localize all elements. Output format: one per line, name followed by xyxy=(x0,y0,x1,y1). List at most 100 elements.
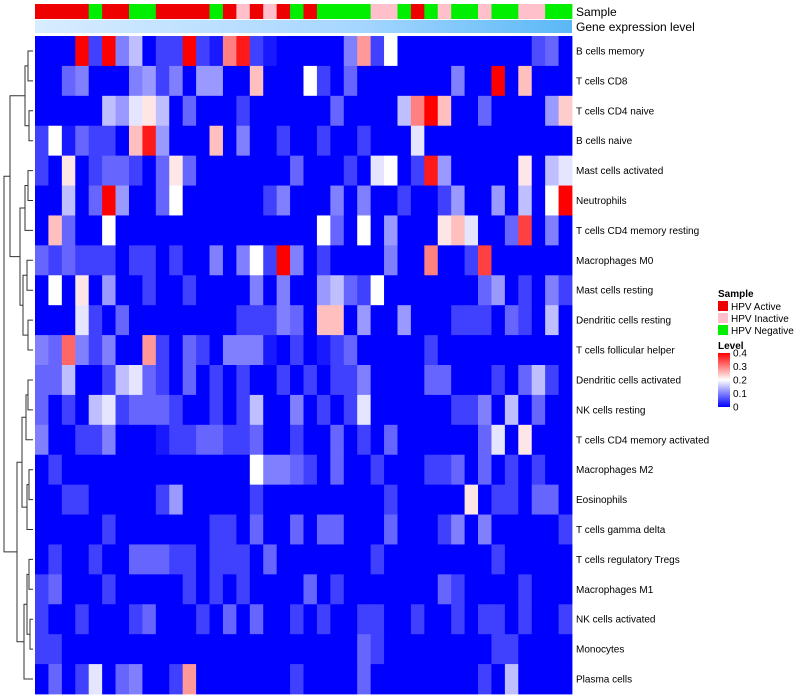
heatmap-cell xyxy=(209,185,224,216)
heatmap-cell xyxy=(155,36,170,67)
heatmap-cell xyxy=(290,275,304,306)
heatmap-cell xyxy=(75,484,90,515)
heatmap-cell xyxy=(451,365,466,396)
heatmap-cell xyxy=(35,65,49,97)
heatmap-cell xyxy=(61,65,76,97)
heatmap-cell xyxy=(397,155,412,186)
heatmap-cell xyxy=(504,394,519,426)
heatmap-cell xyxy=(531,305,546,336)
heatmap-cell xyxy=(478,484,492,515)
heatmap-cell xyxy=(504,65,519,97)
heatmap-cell xyxy=(330,335,345,366)
heatmap-cell xyxy=(316,454,331,486)
heatmap-cell xyxy=(343,454,358,486)
heatmap-cell xyxy=(437,125,452,157)
heatmap-cell xyxy=(48,185,63,216)
row-label: B cells naive xyxy=(576,136,633,147)
heatmap-cell xyxy=(410,574,425,605)
heatmap-cell xyxy=(410,215,425,246)
heatmap-cell xyxy=(35,155,49,186)
heatmap-cell xyxy=(478,305,492,336)
heatmap-cell xyxy=(370,394,385,426)
heatmap-cell xyxy=(35,544,49,575)
row-label: T cells CD4 memory activated xyxy=(576,435,709,446)
heatmap-cell xyxy=(263,125,278,157)
heatmap-cell xyxy=(424,514,439,545)
heatmap-cell xyxy=(384,215,398,246)
heatmap-cell xyxy=(209,215,224,246)
heatmap-cell xyxy=(142,65,157,97)
heatmap-cell xyxy=(464,484,479,515)
heatmap-cell xyxy=(222,36,237,67)
heatmap-cell xyxy=(491,544,506,575)
heatmap-cell xyxy=(196,36,210,67)
heatmap-cell xyxy=(410,634,425,665)
heatmap-cell xyxy=(491,95,506,127)
heatmap-cell xyxy=(531,185,546,216)
heatmap-cell xyxy=(397,275,412,306)
heatmap-cell xyxy=(102,454,116,486)
heatmap-cell xyxy=(451,215,466,246)
heatmap-cell xyxy=(196,365,210,396)
heatmap-cell xyxy=(263,604,278,635)
heatmap-cell xyxy=(451,574,466,605)
heatmap-cell xyxy=(491,215,506,246)
heatmap-cell xyxy=(370,95,385,127)
heatmap-cell xyxy=(88,454,103,486)
heatmap-cell xyxy=(102,185,116,216)
heatmap-cell xyxy=(102,574,116,605)
heatmap-cell xyxy=(222,245,237,276)
sample-annotation-cell xyxy=(128,4,143,19)
heatmap-cell xyxy=(330,514,345,545)
heatmap-cell xyxy=(182,185,197,216)
heatmap-cell xyxy=(545,95,559,127)
heatmap-cell xyxy=(384,185,398,216)
heatmap-cell xyxy=(370,604,385,635)
heatmap-cell xyxy=(545,664,559,695)
heatmap-cell xyxy=(102,664,116,695)
heatmap-cell xyxy=(169,36,184,67)
heatmap-cell xyxy=(209,514,224,545)
heatmap-cell xyxy=(303,574,318,605)
heatmap-cell xyxy=(437,394,452,426)
heatmap-cell xyxy=(504,484,519,515)
heatmap-cell xyxy=(478,155,492,186)
heatmap-cell xyxy=(75,424,90,456)
heatmap-cell xyxy=(249,245,264,276)
heatmap-cell xyxy=(182,36,197,67)
heatmap-cell xyxy=(343,305,358,336)
heatmap-cell xyxy=(464,394,479,426)
heatmap-cell xyxy=(424,664,439,695)
sample-annotation-cell xyxy=(451,4,466,19)
heatmap-cell xyxy=(303,484,318,515)
heatmap-cell xyxy=(491,305,506,336)
heatmap-cell xyxy=(424,275,439,306)
heatmap-cell xyxy=(48,544,63,575)
heatmap-cell xyxy=(397,574,412,605)
heatmap-cell xyxy=(290,664,304,695)
heatmap-cell xyxy=(115,604,130,635)
heatmap-cell xyxy=(518,394,533,426)
row-label: NK cells activated xyxy=(576,615,655,626)
heatmap-cell xyxy=(316,424,331,456)
heatmap-cell xyxy=(316,95,331,127)
heatmap-cell xyxy=(424,215,439,246)
heatmap-cell xyxy=(209,95,224,127)
sample-annotation-cell xyxy=(88,4,103,19)
heatmap-cell xyxy=(330,36,345,67)
heatmap-cell xyxy=(558,36,573,67)
heatmap-cell xyxy=(424,245,439,276)
heatmap-cell xyxy=(75,215,90,246)
heatmap-cell xyxy=(102,275,116,306)
heatmap-cell xyxy=(249,424,264,456)
heatmap-cell xyxy=(182,544,197,575)
heatmap-cell xyxy=(35,514,49,545)
heatmap-cell xyxy=(236,394,251,426)
heatmap-cell xyxy=(424,305,439,336)
heatmap-cell xyxy=(263,155,278,186)
heatmap-cell xyxy=(464,544,479,575)
heatmap-cell xyxy=(330,365,345,396)
heatmap-cell xyxy=(249,634,264,665)
heatmap-cell xyxy=(424,454,439,486)
heatmap-cell xyxy=(128,95,143,127)
